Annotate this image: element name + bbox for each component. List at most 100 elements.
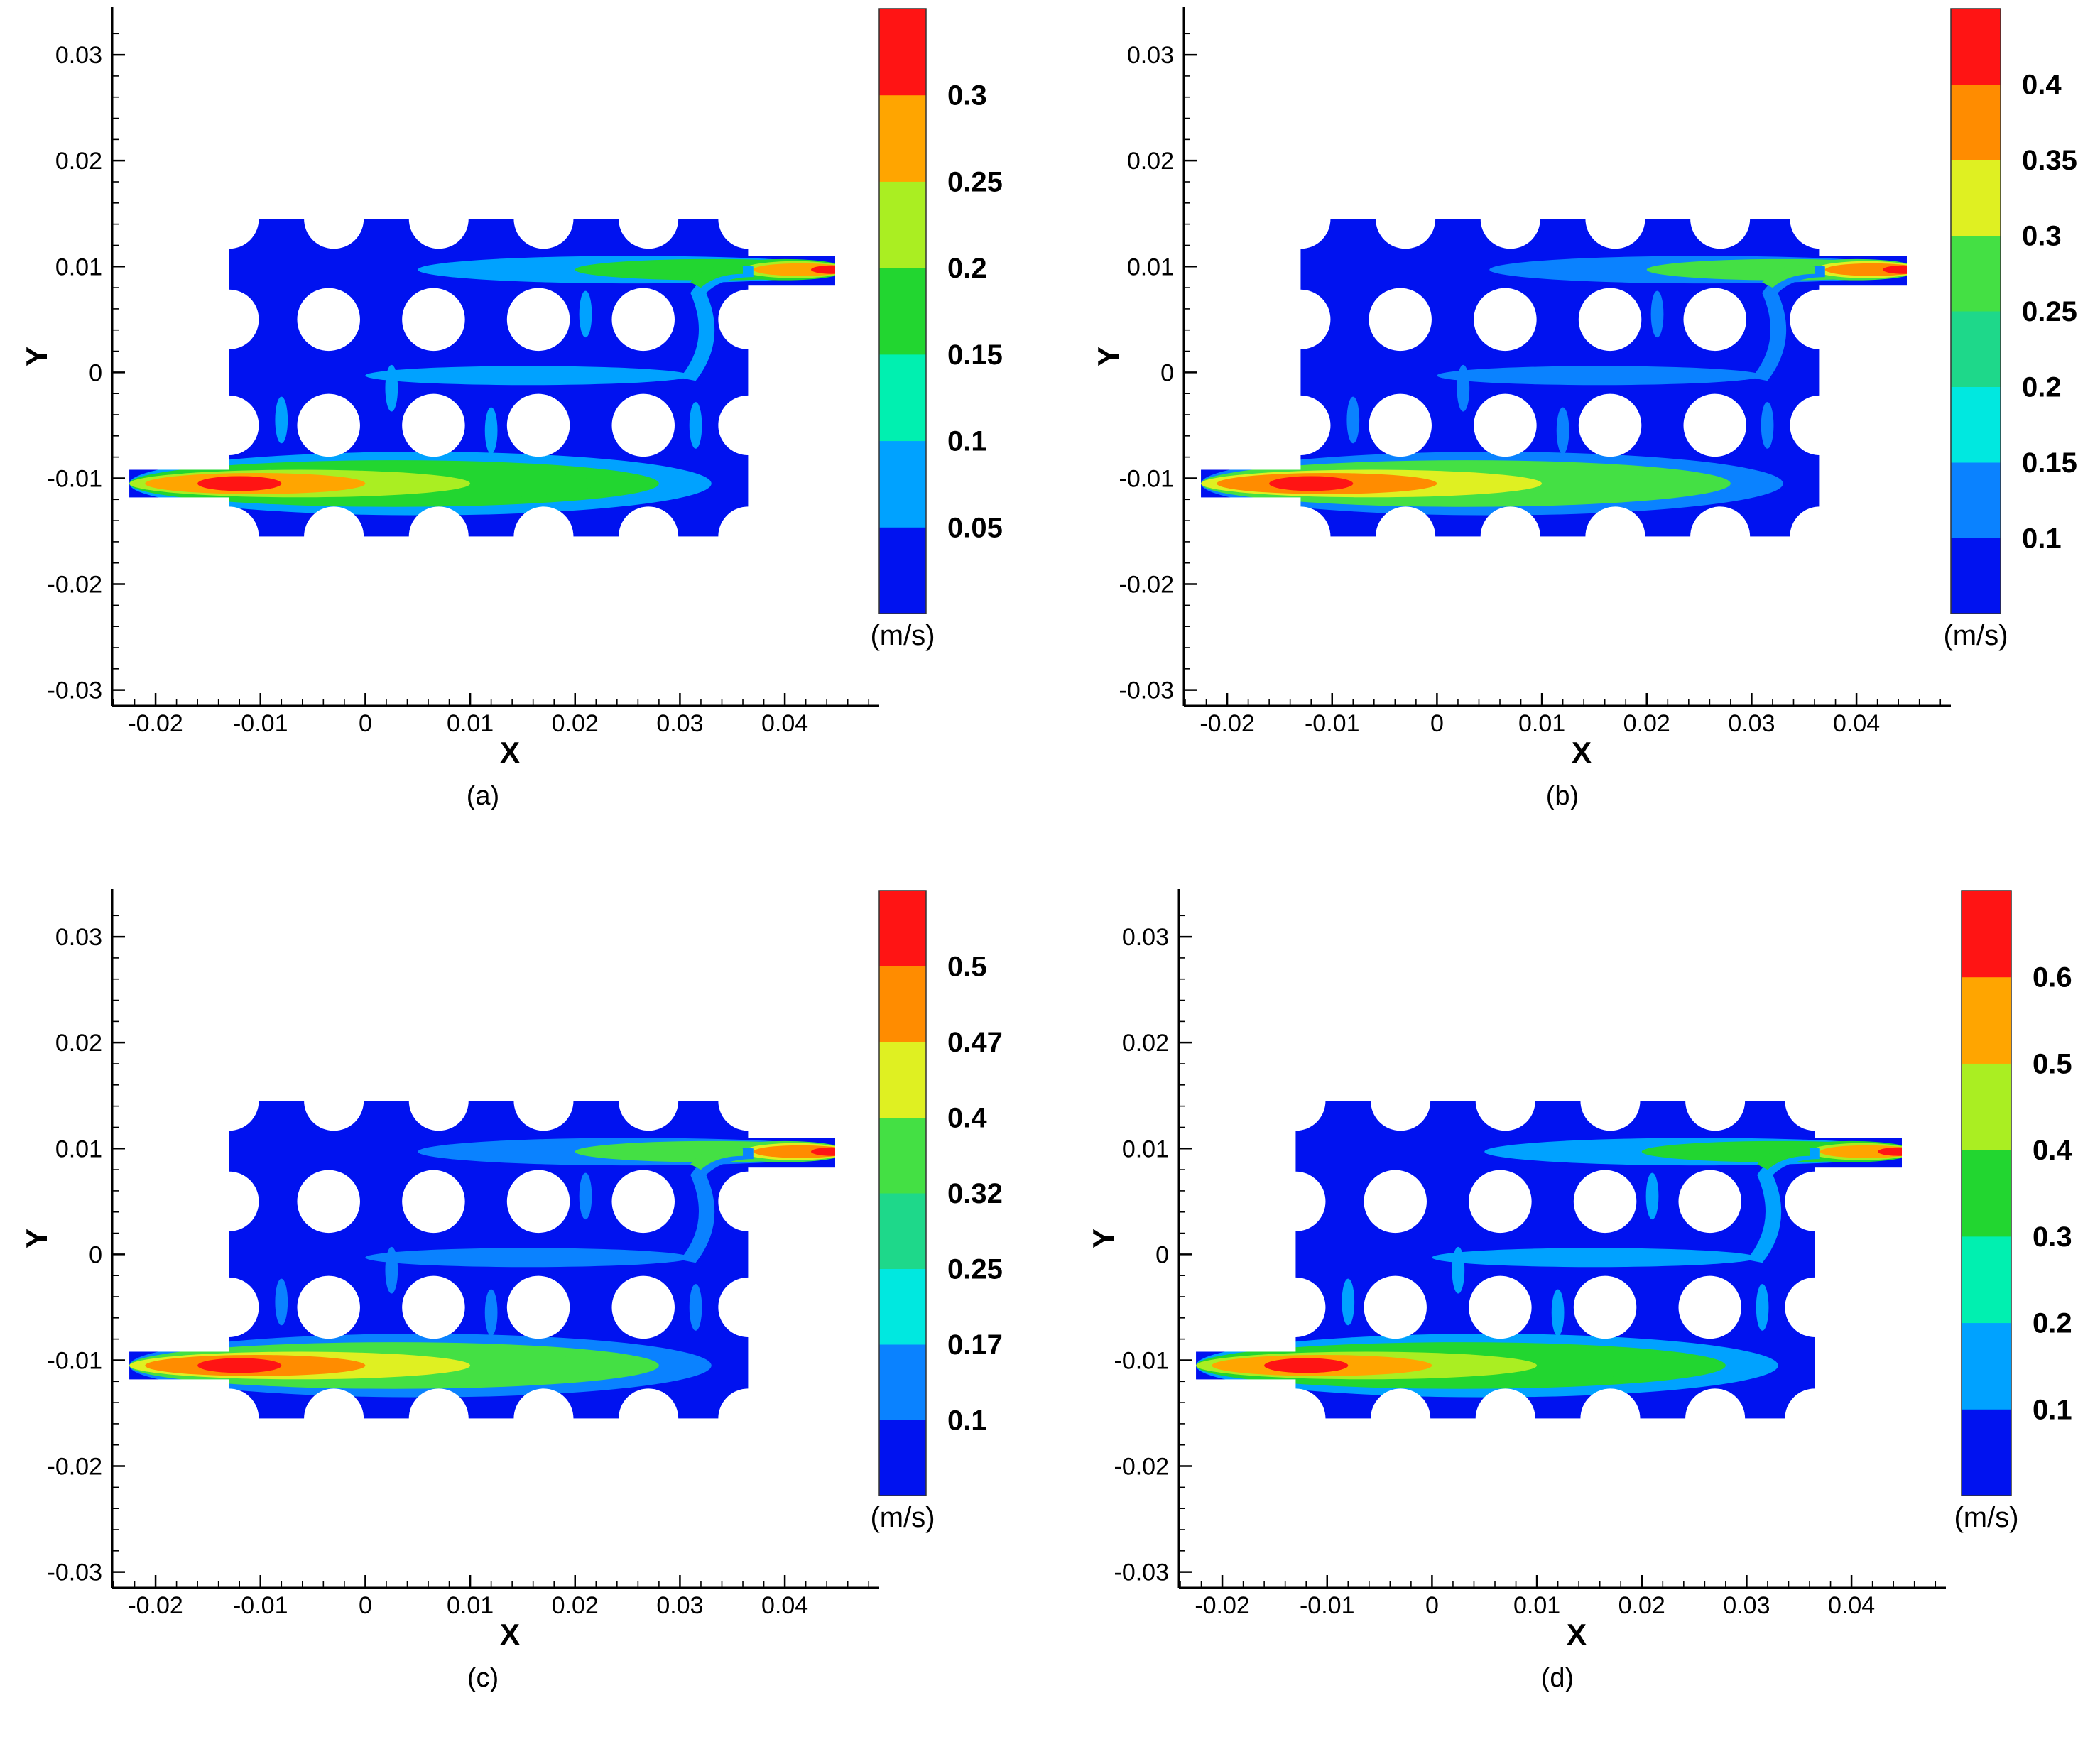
x-tick-label: 0.03 [656,710,703,737]
velocity-field-1 [1195,219,1925,537]
y-tick-label: 0.02 [55,148,102,175]
middle-streak [365,366,691,386]
colorbar-label: 0.05 [947,512,1003,543]
x-tick-label: -0.01 [233,710,288,737]
colorbar-band-4 [1951,235,2001,312]
x-tick-label: 0 [1430,710,1444,737]
x-tick-label: 0.01 [447,1592,494,1619]
x-tick-label: 0.01 [1513,1592,1560,1619]
colorbar-band-5 [879,1042,926,1118]
y-tick-label: 0 [1160,359,1174,386]
colorbar-unit: (m/s) [870,1502,935,1533]
y-tick-label: 0 [1155,1241,1169,1268]
colorbar-label: 0.35 [2022,145,2077,176]
colorbar-label: 0.3 [2022,221,2062,252]
y-tick-label: 0.01 [55,1136,102,1162]
x-tick-label: 0 [1425,1592,1439,1619]
y-tick-label: -0.03 [1114,1559,1170,1586]
colorbar-unit: (m/s) [1943,620,2008,651]
plume-1 [385,1246,398,1294]
colorbar-label: 0.15 [2022,447,2077,479]
x-tick-label: 0.01 [1518,710,1565,737]
x-tick-label: -0.01 [233,1592,288,1619]
inlet-jet-band-5 [197,476,282,491]
colorbar-band-6 [879,966,926,1042]
plume-4 [484,407,498,454]
colorbar-label: 0.6 [2033,962,2072,993]
colorbar-label: 0.25 [947,166,1003,197]
colorbar: 0.6 0.5 0.4 0.3 0.2 0.1 (m/s) [1954,890,2072,1533]
outlet-jet-band-5 [1878,1147,1920,1156]
velocity-field-2 [124,1101,854,1419]
plume-0 [275,1278,288,1326]
colorbar-band-3 [1951,311,2001,387]
colorbar-frame [1950,8,2001,614]
colorbar-band-6 [879,9,926,96]
contour-plot-a: -0.02 -0.01 0 0.01 0.02 0.03 0.04 0.03 0.02 0.01 0… [20,7,1003,769]
vertical-connector [680,1148,754,1263]
colorbar-band-5 [1951,160,2001,236]
connector-core [1757,1147,1810,1170]
colorbar-band-6 [1962,891,2011,978]
inlet-jet-band-5 [197,1358,282,1373]
y-tick-label: -0.03 [48,1559,103,1586]
contour-plot-b: -0.02 -0.01 0 0.01 0.02 0.03 0.04 0.03 0.02 0.01 0… [1092,7,2077,769]
plume-0 [1346,396,1360,444]
vertical-connector [1746,1148,1820,1263]
colorbar-label: 0.17 [947,1329,1003,1361]
y-tick-label: -0.01 [1119,465,1175,492]
colorbar-label: 0.47 [947,1027,1003,1058]
plume-0 [1342,1278,1355,1326]
colorbar-label: 0.4 [2033,1135,2072,1166]
outlet-jet-band-5 [811,265,854,274]
colorbar-label: 0.2 [2033,1308,2072,1339]
colorbar-band-1 [879,440,926,528]
colorbar-band-1 [1951,462,2001,538]
y-tick-label: -0.02 [48,572,103,599]
colorbar-label: 0.1 [947,426,987,457]
inlet-jet-band-5 [1264,1358,1349,1373]
x-tick-label: -0.02 [128,1592,183,1619]
x-tick-label: -0.02 [1195,1592,1250,1619]
colorbar-label: 0.5 [2033,1048,2072,1079]
plume-1 [385,364,398,412]
plume-4 [1556,407,1569,454]
panel-caption-c: (c) [467,1663,499,1693]
y-tick-label: 0.02 [55,1030,102,1057]
y-tick-label: -0.03 [1119,677,1175,704]
colorbar-label: 0.2 [2022,372,2062,403]
colorbar-frame [878,890,927,1496]
x-tick-label: 0 [359,1592,372,1619]
middle-streak [1437,366,1763,386]
colorbar-label: 0.4 [947,1103,987,1134]
x-axis-label: X [500,736,520,769]
colorbar-band-6 [1951,84,2001,160]
y-tick-label: 0.03 [1127,42,1174,69]
contour-panel-c: -0.02 -0.01 0 0.01 0.02 0.03 0.04 0.03 0.02 0.01 0… [0,882,1050,1737]
colorbar-band-3 [879,1193,926,1269]
colorbar-band-4 [1962,1063,2011,1150]
colorbar-label: 0.3 [947,80,987,111]
colorbar-band-7 [879,891,926,966]
plume-2 [1756,1284,1769,1331]
contour-panel-d: -0.02 -0.01 0 0.01 0.02 0.03 0.04 0.03 0.02 0.01 0… [1067,882,2100,1737]
contour-plot-c: -0.02 -0.01 0 0.01 0.02 0.03 0.04 0.03 0.02 0.01 0… [20,889,1003,1651]
y-axis-label: Y [1092,347,1125,366]
x-tick-label: 0.03 [1723,1592,1770,1619]
y-tick-label: 0.01 [55,254,102,281]
middle-streak [365,1248,691,1268]
colorbar: 0.3 0.25 0.2 0.15 0.1 0.05 (m/s) [870,8,1003,651]
colorbar-unit: (m/s) [1954,1502,2018,1533]
x-tick-label: 0.04 [761,710,808,737]
x-tick-label: 0.03 [1728,710,1775,737]
x-tick-label: 0.02 [1623,710,1670,737]
colorbar: 0.4 0.35 0.3 0.25 0.2 0.15 0.1 (m/s) [1943,8,2077,651]
plume-2 [1761,402,1774,449]
y-tick-label: -0.02 [1119,572,1175,599]
colorbar-band-0 [879,527,926,614]
x-tick-label: -0.01 [1305,710,1360,737]
plume-1 [1452,1246,1465,1294]
contour-panel-b: -0.02 -0.01 0 0.01 0.02 0.03 0.04 0.03 0.02 0.01 0… [1072,0,2100,855]
x-tick-label: 0.01 [447,710,494,737]
y-tick-label: -0.01 [48,1347,103,1374]
